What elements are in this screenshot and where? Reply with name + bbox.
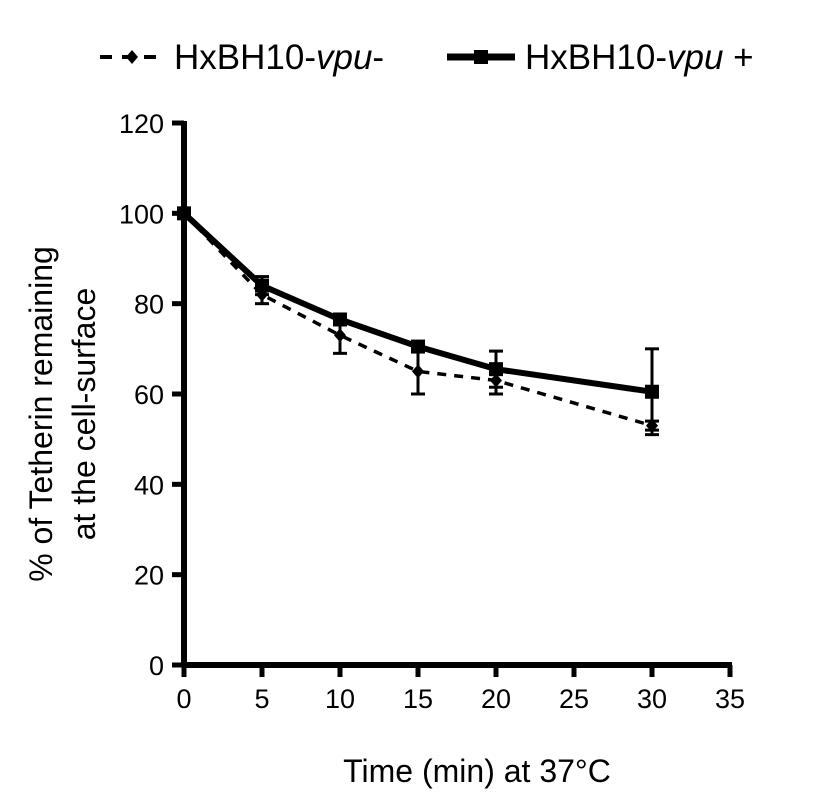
y-tick-label: 80 bbox=[134, 290, 164, 320]
data-point bbox=[489, 362, 503, 377]
data-point bbox=[412, 364, 424, 379]
y-axis-title-line2: at the cell-surface bbox=[66, 288, 102, 541]
data-point bbox=[177, 206, 191, 221]
plot-area bbox=[177, 206, 659, 437]
y-tick-label: 0 bbox=[149, 651, 164, 681]
data-point bbox=[255, 278, 269, 293]
x-tick-label: 15 bbox=[403, 684, 433, 714]
x-tick-label: 20 bbox=[481, 684, 511, 714]
x-tick-label: 35 bbox=[715, 684, 745, 714]
series-1 bbox=[178, 206, 659, 433]
legend-entry-2: HxBH10-vpu + bbox=[447, 38, 754, 77]
data-point bbox=[334, 328, 346, 343]
series-2 bbox=[177, 206, 659, 437]
axis-labels: Time (min) at 37°C % of Tetherin remainin… bbox=[23, 246, 611, 789]
y-tick-label: 60 bbox=[134, 380, 164, 410]
y-tick-label: 20 bbox=[134, 561, 164, 591]
y-axis-title-line1: % of Tetherin remaining bbox=[23, 246, 59, 582]
legend-entry-1: HxBH10-vpu- bbox=[100, 38, 384, 77]
data-point bbox=[333, 312, 347, 327]
series-line bbox=[181, 211, 653, 395]
x-tick-label: 10 bbox=[325, 684, 355, 714]
x-tick-label: 30 bbox=[637, 684, 667, 714]
x-axis-title: Time (min) at 37°C bbox=[343, 753, 611, 789]
series-line bbox=[182, 212, 653, 428]
y-tick-label: 40 bbox=[134, 470, 164, 500]
y-tick-label: 100 bbox=[119, 199, 164, 229]
y-tick-label: 120 bbox=[119, 109, 164, 139]
legend-marker bbox=[126, 50, 138, 64]
x-tick-label: 25 bbox=[559, 684, 589, 714]
legend-marker bbox=[474, 50, 488, 64]
data-point bbox=[645, 384, 659, 399]
legend: HxBH10-vpu- HxBH10-vpu + bbox=[100, 38, 754, 77]
data-point bbox=[411, 339, 425, 354]
legend-label: HxBH10-vpu + bbox=[525, 38, 754, 77]
x-tick-label: 0 bbox=[176, 684, 191, 714]
legend-label: HxBH10-vpu- bbox=[174, 38, 384, 77]
x-tick-label: 5 bbox=[254, 684, 269, 714]
